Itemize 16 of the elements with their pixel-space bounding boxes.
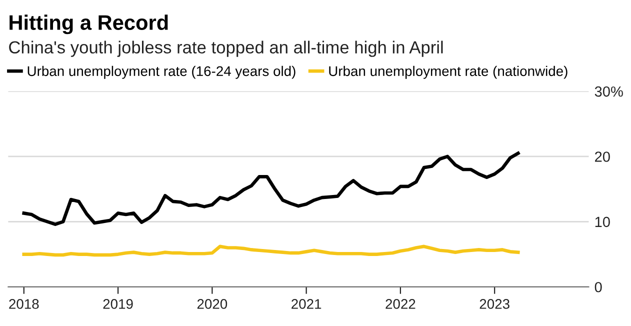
y-tick-label: 0: [594, 282, 602, 292]
x-tick-label: 2019: [103, 299, 133, 309]
y-tick-label: 20: [595, 152, 610, 162]
x-tick-label: 2018: [9, 299, 39, 309]
line-series: [22, 152, 520, 226]
legend-label: Urban unemployment rate (nationwide): [329, 66, 568, 79]
x-tick-label: 2021: [292, 299, 322, 309]
y-tick-label: 10: [595, 216, 610, 228]
line-series: [22, 244, 520, 257]
chart-title: Hitting a Record: [10, 14, 168, 34]
x-tick-label: 2020: [197, 299, 228, 309]
x-tick-label: 2023: [480, 299, 510, 309]
legend-label: Urban unemployment rate (16-24 years old): [28, 66, 296, 79]
chart-subtitle: China's youth jobless rate topped an all-time high in April: [9, 40, 443, 57]
y-tick-label: 30%: [594, 86, 623, 97]
x-tick-label: 2022: [386, 299, 416, 309]
